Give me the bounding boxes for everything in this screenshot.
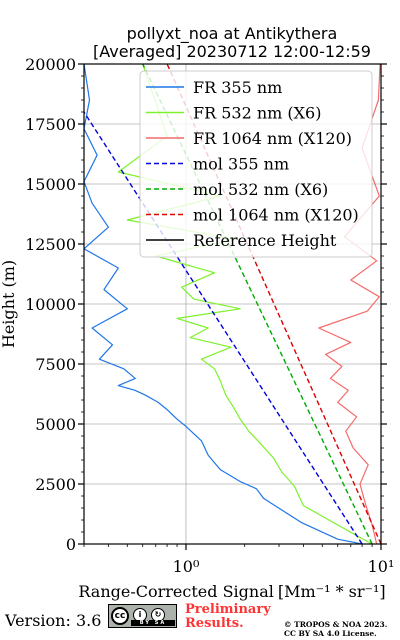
preliminary-results-note: Preliminary Results. <box>185 603 271 631</box>
cc-icon: cc <box>111 607 129 625</box>
legend-entry-3: mol 355 nm <box>193 155 289 174</box>
series-line-3 <box>84 111 363 544</box>
chart-title-line2: [Averaged] 20230712 12:00-12:59 <box>93 42 371 61</box>
legend-entry-1: FR 532 nm (X6) <box>193 104 321 123</box>
preliminary-line2: Results. <box>185 616 244 631</box>
legend-entry-5: mol 1064 nm (X120) <box>193 206 359 225</box>
y-tick-label: 5000 <box>35 415 76 434</box>
x-axis-label: Range-Corrected Signal [Mm⁻¹ * sr⁻¹] <box>78 582 385 601</box>
y-tick-label: 17500 <box>25 115 76 134</box>
preliminary-line1: Preliminary <box>185 602 271 617</box>
y-tick-label: 2500 <box>35 475 76 494</box>
y-tick-label: 12500 <box>25 235 76 254</box>
license-strip: BY SA <box>131 620 175 626</box>
cc-license-badge: cc i ↻ BY SA <box>108 604 177 628</box>
legend-box <box>139 70 373 258</box>
y-tick-label: 10000 <box>25 295 76 314</box>
legend-entry-4: mol 532 nm (X6) <box>193 180 328 199</box>
legend-entry-2: FR 1064 nm (X120) <box>193 129 352 148</box>
x-axis-label-text: Range-Corrected Signal <box>78 582 273 601</box>
chart-title-line1: pollyxt_noa at Antikythera <box>127 24 338 44</box>
x-tick-label: 10⁰ <box>173 557 200 576</box>
y-axis-label: Height (m) <box>0 260 18 348</box>
series-line-0 <box>84 64 363 544</box>
copyright-note: © TROPOS & NOA 2023. CC BY SA 4.0 Licens… <box>284 620 387 638</box>
legend-entry-0: FR 355 nm <box>193 78 282 97</box>
y-tick-label: 20000 <box>25 55 76 74</box>
copyright-line2: CC BY SA 4.0 License. <box>284 629 377 638</box>
version-label: Version: 3.6 <box>5 611 102 630</box>
x-axis-label-units: [Mm⁻¹ * sr⁻¹] <box>278 582 386 601</box>
y-tick-label: 7500 <box>35 355 76 374</box>
x-tick-label: 10¹ <box>368 557 395 576</box>
copyright-line1: © TROPOS & NOA 2023. <box>284 620 388 629</box>
y-tick-label: 15000 <box>25 175 76 194</box>
y-tick-label: 0 <box>66 535 76 554</box>
legend-entry-6: Reference Height <box>193 231 337 250</box>
